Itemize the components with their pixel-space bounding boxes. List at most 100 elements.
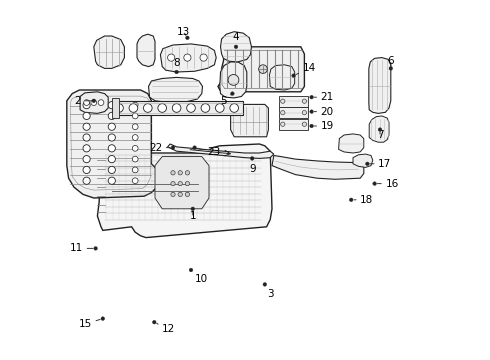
Polygon shape bbox=[369, 58, 391, 113]
Circle shape bbox=[152, 320, 156, 324]
Text: 14: 14 bbox=[296, 63, 316, 75]
Polygon shape bbox=[155, 157, 209, 209]
Circle shape bbox=[83, 156, 90, 163]
Circle shape bbox=[108, 177, 116, 184]
Text: 6: 6 bbox=[388, 56, 394, 66]
Circle shape bbox=[144, 104, 152, 112]
Circle shape bbox=[132, 178, 138, 184]
Polygon shape bbox=[279, 119, 308, 130]
Circle shape bbox=[310, 110, 314, 113]
Circle shape bbox=[108, 134, 116, 141]
Circle shape bbox=[281, 122, 285, 126]
Polygon shape bbox=[369, 116, 389, 142]
Circle shape bbox=[178, 192, 182, 197]
Text: 2: 2 bbox=[74, 96, 91, 106]
Circle shape bbox=[281, 111, 285, 115]
Circle shape bbox=[378, 128, 382, 131]
Text: 23: 23 bbox=[197, 147, 220, 157]
Circle shape bbox=[132, 156, 138, 162]
Text: 19: 19 bbox=[315, 121, 334, 131]
Circle shape bbox=[84, 100, 90, 105]
Polygon shape bbox=[353, 154, 373, 167]
Text: 15: 15 bbox=[79, 319, 100, 329]
Circle shape bbox=[83, 177, 90, 184]
Circle shape bbox=[185, 171, 190, 175]
Circle shape bbox=[200, 54, 207, 61]
Polygon shape bbox=[220, 62, 247, 98]
Polygon shape bbox=[218, 47, 304, 92]
Circle shape bbox=[184, 54, 191, 61]
Circle shape bbox=[132, 167, 138, 173]
Circle shape bbox=[302, 99, 307, 103]
Circle shape bbox=[189, 268, 193, 272]
Circle shape bbox=[83, 166, 90, 174]
Circle shape bbox=[187, 104, 196, 112]
Circle shape bbox=[158, 104, 167, 112]
Circle shape bbox=[132, 124, 138, 130]
Circle shape bbox=[185, 181, 190, 186]
Circle shape bbox=[101, 317, 104, 320]
Circle shape bbox=[366, 162, 369, 166]
Circle shape bbox=[178, 171, 182, 175]
Circle shape bbox=[171, 192, 175, 197]
Circle shape bbox=[83, 145, 90, 152]
Circle shape bbox=[310, 124, 314, 128]
Circle shape bbox=[108, 156, 116, 163]
Circle shape bbox=[302, 111, 307, 115]
Circle shape bbox=[108, 112, 116, 120]
Circle shape bbox=[302, 122, 307, 126]
Circle shape bbox=[83, 112, 90, 120]
Polygon shape bbox=[148, 77, 202, 103]
Circle shape bbox=[92, 99, 96, 103]
Circle shape bbox=[94, 247, 98, 250]
Circle shape bbox=[108, 102, 116, 109]
Polygon shape bbox=[160, 44, 216, 72]
Text: 21: 21 bbox=[315, 92, 334, 102]
Text: 3: 3 bbox=[265, 284, 273, 299]
Polygon shape bbox=[94, 137, 272, 238]
Circle shape bbox=[231, 92, 234, 95]
Circle shape bbox=[349, 198, 353, 202]
Circle shape bbox=[228, 75, 239, 85]
Circle shape bbox=[201, 104, 210, 112]
Polygon shape bbox=[67, 90, 159, 198]
Polygon shape bbox=[279, 96, 308, 107]
Polygon shape bbox=[220, 32, 251, 62]
Text: 22: 22 bbox=[149, 143, 170, 153]
Circle shape bbox=[132, 145, 138, 151]
Polygon shape bbox=[80, 92, 108, 113]
Circle shape bbox=[172, 104, 181, 112]
Text: 16: 16 bbox=[377, 179, 399, 189]
Text: 13: 13 bbox=[177, 27, 191, 37]
Polygon shape bbox=[272, 156, 364, 179]
Polygon shape bbox=[112, 98, 119, 118]
Circle shape bbox=[175, 70, 178, 74]
Text: 20: 20 bbox=[315, 107, 334, 117]
Circle shape bbox=[115, 104, 123, 112]
Text: 11: 11 bbox=[70, 243, 93, 253]
Circle shape bbox=[373, 182, 376, 185]
Circle shape bbox=[83, 123, 90, 130]
Circle shape bbox=[310, 95, 314, 99]
Text: 10: 10 bbox=[191, 270, 208, 284]
Polygon shape bbox=[270, 65, 294, 90]
Circle shape bbox=[292, 74, 295, 77]
Circle shape bbox=[108, 123, 116, 130]
Circle shape bbox=[108, 166, 116, 174]
Circle shape bbox=[259, 65, 268, 73]
Text: 1: 1 bbox=[190, 211, 196, 221]
Circle shape bbox=[230, 104, 239, 112]
Circle shape bbox=[108, 145, 116, 152]
Circle shape bbox=[250, 157, 254, 160]
Circle shape bbox=[132, 135, 138, 140]
Circle shape bbox=[185, 192, 190, 197]
Circle shape bbox=[171, 171, 175, 175]
Polygon shape bbox=[168, 144, 274, 158]
Circle shape bbox=[168, 54, 175, 61]
Circle shape bbox=[186, 36, 189, 40]
Polygon shape bbox=[279, 107, 308, 118]
Circle shape bbox=[171, 146, 175, 149]
Polygon shape bbox=[231, 104, 269, 137]
Polygon shape bbox=[339, 134, 364, 153]
Text: 7: 7 bbox=[377, 130, 383, 140]
